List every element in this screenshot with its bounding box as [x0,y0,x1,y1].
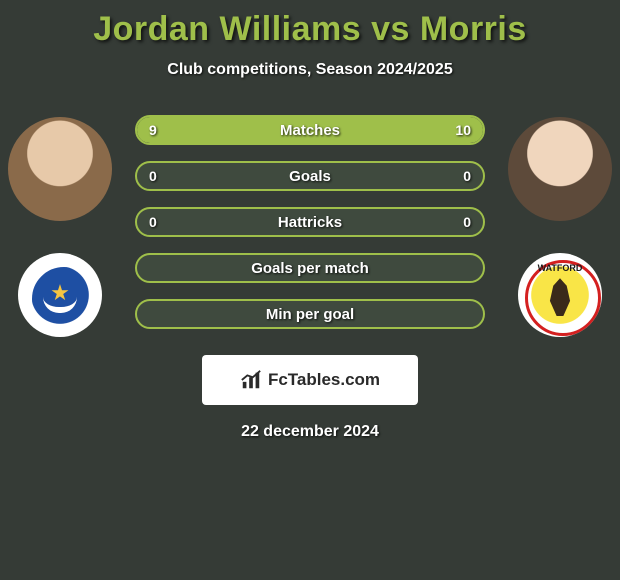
stat-row: 00Goals [135,161,485,191]
stat-label: Min per goal [137,306,483,323]
stat-row: Min per goal [135,299,485,329]
stat-bars: 910Matches 00Goals 00Hattricks Goals per ma… [135,115,485,345]
comparison-card: Jordan Williams vs Morris Club competiti… [0,0,620,441]
comparison-body: 910Matches 00Goals 00Hattricks Goals per ma… [0,107,620,347]
stat-label: Goals per match [137,260,483,277]
player-left-avatar [8,117,112,221]
stat-row: Goals per match [135,253,485,283]
face-placeholder-icon [508,117,612,221]
stat-row: 910Matches [135,115,485,145]
stat-label: Goals [137,168,483,185]
stat-row: 00Hattricks [135,207,485,237]
player-right-avatar [508,117,612,221]
subtitle: Club competitions, Season 2024/2025 [0,61,620,79]
face-placeholder-icon [8,117,112,221]
date-text: 22 december 2024 [0,423,620,441]
stat-label: Hattricks [137,214,483,231]
portsmouth-crest-icon [18,253,102,337]
watford-crest-icon [518,253,602,337]
club-left-crest [18,253,102,337]
page-title: Jordan Williams vs Morris [0,10,620,49]
stat-label: Matches [137,122,483,139]
club-right-crest [518,253,602,337]
brand-badge: FcTables.com [202,355,418,405]
brand-text: FcTables.com [268,370,380,390]
bar-chart-icon [240,369,262,391]
